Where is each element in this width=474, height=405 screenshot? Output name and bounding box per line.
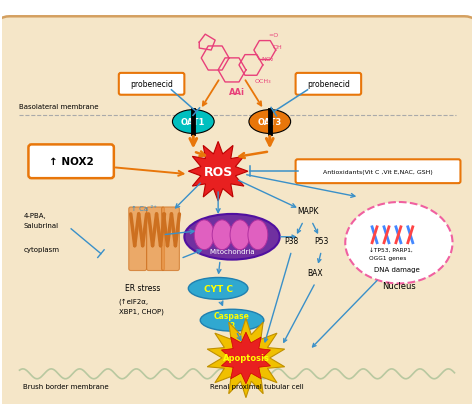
Text: ↑ NOX2: ↑ NOX2 xyxy=(49,157,93,167)
FancyBboxPatch shape xyxy=(119,74,184,96)
Text: AAi: AAi xyxy=(229,87,245,96)
FancyBboxPatch shape xyxy=(296,74,361,96)
Text: OCH₃: OCH₃ xyxy=(255,79,272,83)
FancyBboxPatch shape xyxy=(146,207,164,271)
Text: Brush border membrane: Brush border membrane xyxy=(24,383,109,389)
Text: OGG1 genes: OGG1 genes xyxy=(369,255,407,260)
FancyBboxPatch shape xyxy=(296,160,460,184)
Text: OAT3: OAT3 xyxy=(258,118,282,127)
Ellipse shape xyxy=(230,220,250,250)
Ellipse shape xyxy=(194,220,214,250)
Text: probenecid: probenecid xyxy=(130,80,173,89)
Ellipse shape xyxy=(249,111,291,134)
Polygon shape xyxy=(188,142,248,202)
Ellipse shape xyxy=(188,278,248,300)
Text: DNA damage: DNA damage xyxy=(374,266,420,272)
Ellipse shape xyxy=(200,309,264,331)
Text: Salubrinal: Salubrinal xyxy=(24,222,59,228)
Ellipse shape xyxy=(248,220,268,250)
FancyBboxPatch shape xyxy=(0,17,474,405)
Text: ↑ Ca ²⁺: ↑ Ca ²⁺ xyxy=(131,205,157,211)
FancyBboxPatch shape xyxy=(28,145,114,179)
Text: Renal proximal tubular cell: Renal proximal tubular cell xyxy=(210,383,304,389)
Text: ↓TP53, PARP1,: ↓TP53, PARP1, xyxy=(369,247,413,252)
Text: ER stress: ER stress xyxy=(125,284,160,293)
Ellipse shape xyxy=(212,220,232,250)
Ellipse shape xyxy=(184,214,280,260)
Ellipse shape xyxy=(173,111,214,134)
Polygon shape xyxy=(207,318,285,398)
Text: 4-PBA,: 4-PBA, xyxy=(24,212,46,218)
Text: Antioxidants(Vit C ,Vit E,NAC, GSH): Antioxidants(Vit C ,Vit E,NAC, GSH) xyxy=(323,169,433,174)
FancyBboxPatch shape xyxy=(162,207,179,271)
Text: MAPK: MAPK xyxy=(297,207,318,215)
Polygon shape xyxy=(221,332,271,384)
Text: OH: OH xyxy=(273,45,283,50)
Text: Caspase
3: Caspase 3 xyxy=(214,311,250,330)
Text: Basolateral membrane: Basolateral membrane xyxy=(19,103,99,109)
Text: NO₂: NO₂ xyxy=(262,57,274,62)
Text: Nucleus: Nucleus xyxy=(382,282,416,291)
Text: OAT1: OAT1 xyxy=(181,118,206,127)
Text: P53: P53 xyxy=(314,236,328,245)
Text: Apoptosis: Apoptosis xyxy=(222,354,269,362)
Ellipse shape xyxy=(345,202,453,284)
Text: =O: =O xyxy=(269,33,279,38)
Text: BAX: BAX xyxy=(308,268,323,277)
Text: XBP1, CHOP): XBP1, CHOP) xyxy=(119,307,164,314)
Text: probenecid: probenecid xyxy=(307,80,350,89)
Text: cytoplasm: cytoplasm xyxy=(24,246,59,252)
Text: ROS: ROS xyxy=(203,165,233,178)
Text: (↑eIF2α,: (↑eIF2α, xyxy=(119,297,149,304)
Text: CYT C: CYT C xyxy=(204,284,233,293)
Text: Mitochondria: Mitochondria xyxy=(209,248,255,254)
Text: P38: P38 xyxy=(284,236,299,245)
FancyBboxPatch shape xyxy=(129,207,146,271)
